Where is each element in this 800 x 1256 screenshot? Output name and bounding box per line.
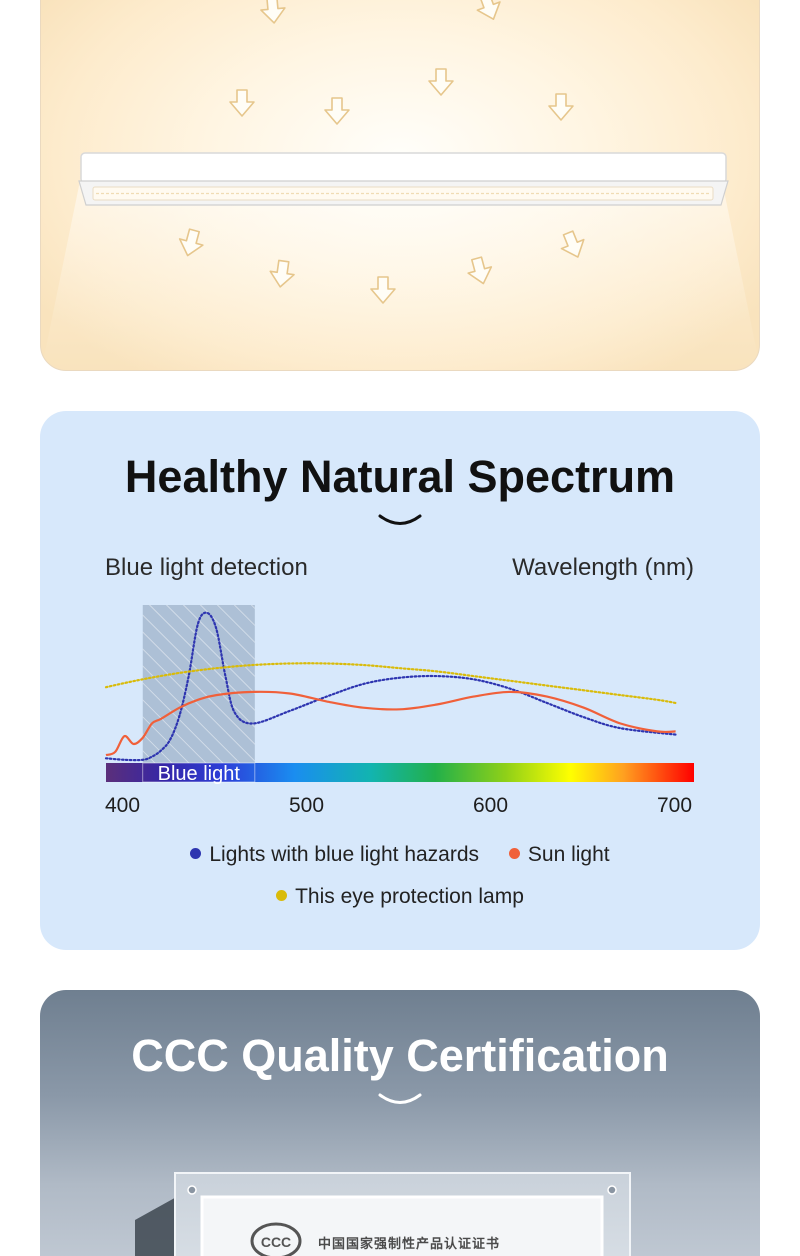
- legend-lamp: This eye protection lamp: [276, 885, 524, 909]
- legend-sun-dot-icon: [508, 848, 520, 859]
- legend-row-1: Lights with blue light hazards Sun light: [40, 843, 760, 867]
- light-beam: [41, 176, 759, 370]
- x-axis-label: Wavelength (nm): [512, 554, 694, 581]
- spectrum-title: Healthy Natural Spectrum: [124, 451, 676, 502]
- legend-blue-hazard: Lights with blue light hazards: [190, 843, 479, 867]
- legend-lamp-label: This eye protection lamp: [295, 885, 524, 908]
- ccc-logo-icon: CCC: [250, 1222, 302, 1256]
- y-axis-label: Blue light detection: [105, 554, 308, 581]
- smile-divider-icon: [378, 514, 422, 525]
- series-lamp-line: [104, 662, 677, 705]
- legend-sun: Sun light: [508, 843, 610, 867]
- legend-sun-label: Sun light: [527, 843, 610, 866]
- spectrum-panel: Healthy Natural Spectrum Blue light dete…: [40, 411, 760, 950]
- legend-blue-hazard-label: Lights with blue light hazards: [209, 843, 480, 866]
- svg-text:CCC: CCC: [261, 1234, 291, 1250]
- tick-label-400: 400: [105, 794, 141, 817]
- certification-panel: CCC CCC Quality Certification 中国国家强制性产品认…: [40, 990, 760, 1256]
- tick-label-600: 600: [473, 794, 509, 817]
- light-bar-icon: [78, 152, 729, 206]
- blue-light-band-hatch: [142, 605, 255, 763]
- tick-label-500: 500: [289, 794, 325, 817]
- legend-lamp-dot-icon: [276, 890, 288, 901]
- legend-blue-dot-icon: [190, 848, 202, 859]
- tick-label-700: 700: [657, 794, 693, 817]
- legend-row-2: This eye protection lamp: [40, 885, 760, 909]
- certification-title: CCC Quality Certification: [131, 1030, 669, 1081]
- certificate-photo: CCC: [135, 1172, 631, 1256]
- lamp-illustration: [41, 0, 759, 370]
- blue-light-band-label: Blue light: [158, 763, 241, 785]
- spectrum-color-bar: [106, 763, 694, 782]
- spectrum-chart: Blue light: [104, 605, 694, 785]
- lamp-illustration-panel: [40, 0, 760, 371]
- series-sun-line: [105, 690, 676, 757]
- blue-light-band-marker: [142, 762, 256, 783]
- series-blue-hazard-line: [104, 611, 677, 762]
- certificate-heading: 中国国家强制性产品认证证书: [318, 1236, 501, 1251]
- smile-divider-icon: [378, 1093, 422, 1104]
